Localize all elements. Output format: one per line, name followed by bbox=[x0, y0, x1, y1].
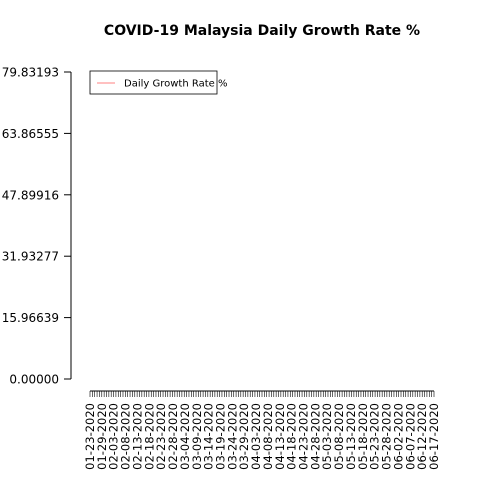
x-tick-label: 04-23-2020 bbox=[297, 403, 311, 470]
legend: Daily Growth Rate % bbox=[89, 70, 227, 95]
x-tick-label: 03-04-2020 bbox=[178, 403, 192, 470]
x-tick-label: 06-12-2020 bbox=[415, 403, 429, 470]
x-tick-label: 02-18-2020 bbox=[142, 403, 156, 470]
y-tick-label: 63.86555 bbox=[2, 127, 59, 141]
x-tick-label: 04-13-2020 bbox=[273, 403, 287, 470]
x-tick-label: 02-23-2020 bbox=[154, 403, 168, 470]
legend-box bbox=[89, 70, 218, 95]
x-tick-label: 05-13-2020 bbox=[344, 403, 358, 470]
y-tick-label: 15.96639 bbox=[2, 311, 59, 325]
legend-label: Daily Growth Rate % bbox=[124, 79, 227, 90]
y-tick-label: 47.89916 bbox=[2, 188, 59, 202]
x-tick-label: 05-08-2020 bbox=[332, 403, 346, 470]
chart-title: COVID-19 Malaysia Daily Growth Rate % bbox=[104, 23, 420, 39]
x-tick-label: 06-02-2020 bbox=[391, 403, 405, 470]
x-tick-label: 03-14-2020 bbox=[202, 403, 216, 470]
x-tick-label: 02-03-2020 bbox=[107, 403, 121, 470]
y-axis: 0.00000 15.96639 31.93277 47.89916 63.86555 7… bbox=[2, 66, 72, 387]
y-tick-label: 79.83193 bbox=[2, 66, 59, 80]
x-tick-label: 05-03-2020 bbox=[320, 403, 334, 470]
x-tick-label: 04-03-2020 bbox=[249, 403, 263, 470]
x-tick-label: 05-28-2020 bbox=[380, 403, 394, 470]
x-tick-label: 01-29-2020 bbox=[95, 403, 109, 470]
x-tick-label: 03-24-2020 bbox=[225, 403, 239, 470]
x-tick-label: 04-28-2020 bbox=[308, 403, 322, 470]
x-tick-label: 02-13-2020 bbox=[130, 403, 144, 470]
x-tick-label: 02-28-2020 bbox=[166, 403, 180, 470]
x-axis: 01-23-202001-29-202002-03-202002-08-2020… bbox=[83, 390, 441, 470]
x-tick-label: 06-17-2020 bbox=[427, 403, 441, 470]
x-tick-label: 03-29-2020 bbox=[237, 403, 251, 470]
x-tick-label: 02-08-2020 bbox=[119, 403, 133, 470]
x-tick-label: 04-18-2020 bbox=[285, 403, 299, 470]
x-tick-label: 04-08-2020 bbox=[261, 403, 275, 470]
y-tick-label: 31.93277 bbox=[2, 250, 59, 264]
x-tick-label: 06-07-2020 bbox=[403, 403, 417, 470]
x-tick-label: 03-19-2020 bbox=[213, 403, 227, 470]
x-tick-label: 05-23-2020 bbox=[368, 403, 382, 470]
y-tick-label: 0.00000 bbox=[9, 373, 59, 387]
x-tick-label: 05-18-2020 bbox=[356, 403, 370, 470]
x-tick-label: 01-23-2020 bbox=[83, 403, 97, 470]
x-tick-label: 03-09-2020 bbox=[190, 403, 204, 470]
